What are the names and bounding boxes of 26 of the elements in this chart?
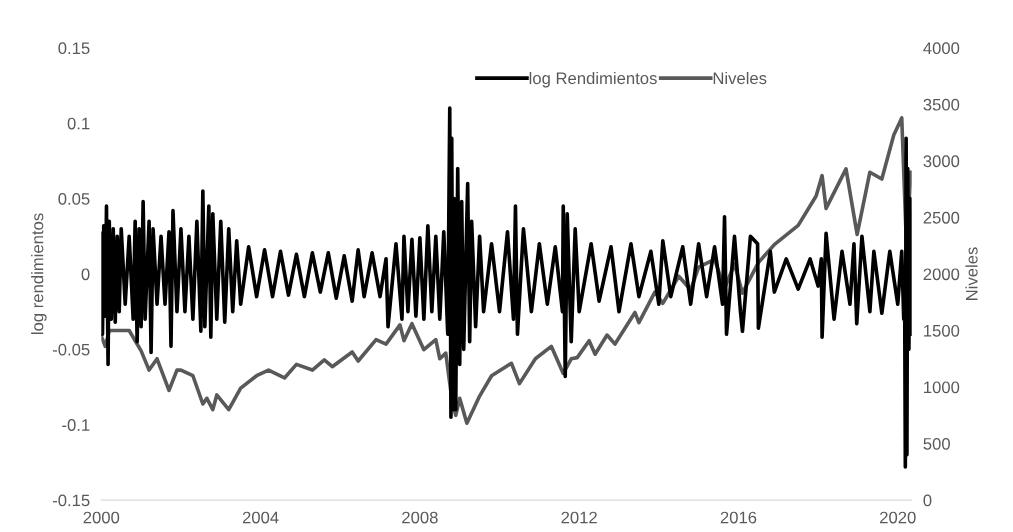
x-tick-label: 2008	[402, 511, 438, 524]
y2-tick-label: 1500	[924, 324, 960, 337]
y-tick-label: 0.1	[67, 117, 90, 130]
y2-tick-label: 500	[923, 437, 950, 450]
x-tick-label: 2020	[880, 511, 916, 524]
y-tick-label: 0	[81, 268, 90, 281]
legend-label: Niveles	[713, 71, 767, 85]
y2-tick-label: 4000	[923, 42, 960, 55]
y2-tick-label: 3000	[923, 155, 960, 168]
y-tick-label: -0.05	[52, 343, 90, 356]
y2-axis-title: Niveles	[965, 247, 978, 300]
y2-tick-label: 2000	[923, 268, 960, 281]
y2-tick-label: 0	[923, 494, 932, 507]
y-tick-label: -0.1	[62, 419, 90, 431]
legend-label: log Rendimientos	[529, 71, 657, 88]
x-tick-label: 2000	[83, 511, 120, 524]
y-tick-label: -0.15	[52, 494, 90, 507]
y2-tick-label: 1000	[924, 381, 960, 394]
x-tick-label: 2012	[561, 511, 597, 524]
y2-tick-label: 2500	[923, 211, 960, 224]
y-tick-label: 0.15	[58, 42, 90, 55]
y-tick-label: 0.05	[58, 193, 90, 205]
y2-tick-label: 3500	[923, 98, 960, 111]
x-tick-label: 2004	[242, 511, 279, 524]
x-tick-label: 2016	[720, 511, 757, 524]
y-axis-title: log rendimientos	[31, 213, 47, 334]
